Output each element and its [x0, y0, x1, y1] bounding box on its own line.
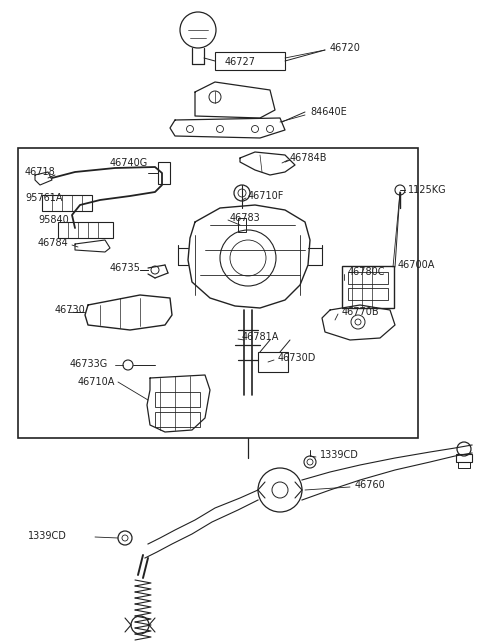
Text: 46783: 46783 — [230, 213, 261, 223]
Text: 46740G: 46740G — [110, 158, 148, 168]
Bar — [215, 52, 285, 70]
Bar — [155, 412, 200, 427]
Text: 46760: 46760 — [355, 480, 386, 490]
Text: 95840: 95840 — [38, 215, 69, 225]
Text: 1125KG: 1125KG — [408, 185, 446, 195]
Text: 46735: 46735 — [110, 263, 141, 273]
Text: 46780C: 46780C — [348, 267, 385, 277]
Bar — [58, 222, 113, 238]
Text: 46730D: 46730D — [278, 353, 316, 363]
Text: 46700A: 46700A — [398, 260, 435, 270]
Bar — [42, 195, 92, 211]
Text: 46710F: 46710F — [248, 191, 284, 201]
Bar — [348, 288, 388, 300]
Bar — [342, 266, 394, 308]
Bar — [238, 218, 246, 232]
Bar — [155, 392, 200, 407]
Bar — [258, 352, 288, 372]
Text: 46727: 46727 — [225, 57, 256, 67]
Text: 46781A: 46781A — [242, 332, 279, 342]
Text: 46733G: 46733G — [70, 359, 108, 369]
Bar — [18, 148, 418, 438]
Bar — [458, 462, 470, 468]
Text: 46770B: 46770B — [342, 307, 380, 317]
Text: 46784: 46784 — [38, 238, 69, 248]
Text: 46784B: 46784B — [290, 153, 327, 163]
Text: 1339CD: 1339CD — [28, 531, 67, 541]
Bar — [158, 162, 170, 184]
Bar — [348, 272, 388, 284]
Text: 46718: 46718 — [25, 167, 56, 177]
Text: 46720: 46720 — [330, 43, 361, 53]
Text: 46730: 46730 — [55, 305, 86, 315]
Text: 1339CD: 1339CD — [320, 450, 359, 460]
Text: 46710A: 46710A — [78, 377, 115, 387]
Text: 84640E: 84640E — [310, 107, 347, 117]
Text: 95761A: 95761A — [25, 193, 62, 203]
Bar — [456, 454, 472, 462]
